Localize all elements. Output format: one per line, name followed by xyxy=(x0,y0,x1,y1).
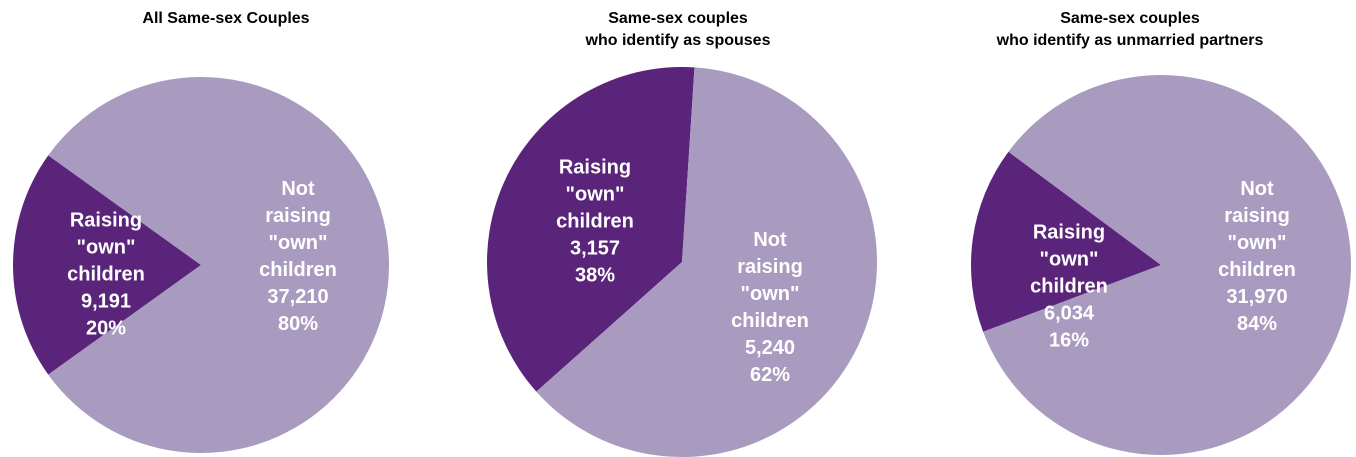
slice-label-raising: Raising "own" children 6,034 16% xyxy=(1030,220,1108,355)
slice-label-line: raising xyxy=(1224,205,1290,227)
pie-title-line: who identify as spouses xyxy=(585,32,771,49)
slice-label-line: Raising xyxy=(558,156,632,179)
slice-label-line: children xyxy=(731,310,809,332)
slice-label-line: Not xyxy=(281,178,315,200)
slice-label-line: "own" xyxy=(565,183,625,206)
slice-label-line: "own" xyxy=(740,283,800,305)
slice-value: 6,034 xyxy=(1043,302,1095,325)
slice-label-line: "own" xyxy=(268,232,328,254)
slice-label-line: children xyxy=(67,263,145,286)
slice-value: 31,970 xyxy=(1226,286,1288,308)
pie-slice-raising xyxy=(970,151,1161,332)
slice-label-line: "own" xyxy=(1039,248,1099,271)
slice-label-line: Not xyxy=(753,229,787,251)
slice-label-raising: Raising "own" children 3,157 38% xyxy=(556,155,634,290)
pie-chart xyxy=(487,66,878,457)
slice-percent: 80% xyxy=(277,313,319,335)
pie-title: Same-sex couples who identify as unmarri… xyxy=(904,8,1356,52)
pie-slice-raising xyxy=(13,155,202,375)
slice-label-not-raising: Not raising "own" children 5,240 62% xyxy=(731,227,809,389)
slice-percent: 62% xyxy=(749,364,791,386)
slice-value: 5,240 xyxy=(744,337,796,359)
slice-label-line: "own" xyxy=(1227,232,1287,254)
slice-label-line: Not xyxy=(1240,178,1274,200)
pie-slice-not-raising xyxy=(536,67,878,457)
slice-label-line: children xyxy=(1030,275,1108,298)
pie-chart xyxy=(13,77,390,454)
slice-percent: 16% xyxy=(1048,329,1090,352)
pie-title-line: All Same-sex Couples xyxy=(142,10,310,27)
pie-slice-raising xyxy=(487,66,695,392)
slice-label-line: Raising xyxy=(1032,221,1106,244)
pie-title-line: Same-sex couples xyxy=(608,10,748,27)
slice-label-raising: Raising "own" children 9,191 20% xyxy=(67,208,145,343)
pie-title: All Same-sex Couples xyxy=(0,8,452,30)
pie-chart xyxy=(970,75,1351,456)
pie-slice-not-raising xyxy=(48,77,390,454)
slice-label-not-raising: Not raising "own" children 37,210 80% xyxy=(259,176,337,338)
slice-label-line: Raising xyxy=(69,209,143,232)
slice-label-line: raising xyxy=(265,205,331,227)
slice-percent: 84% xyxy=(1236,313,1278,335)
pie-panel-spouses: Same-sex couples who identify as spouses… xyxy=(452,0,904,457)
slice-label-line: children xyxy=(556,210,634,233)
pie-title-line: who identify as unmarried partners xyxy=(996,32,1264,49)
slice-value: 37,210 xyxy=(267,286,329,308)
slice-percent: 20% xyxy=(85,317,127,340)
slice-label-line: children xyxy=(1218,259,1296,281)
slice-value: 3,157 xyxy=(569,237,621,260)
slice-label-not-raising: Not raising "own" children 31,970 84% xyxy=(1218,176,1296,338)
pie-title: Same-sex couples who identify as spouses xyxy=(452,8,904,52)
pie-panel-unmarried: Same-sex couples who identify as unmarri… xyxy=(904,0,1356,457)
slice-label-line: children xyxy=(259,259,337,281)
slice-value: 9,191 xyxy=(80,290,132,313)
pie-title-line: Same-sex couples xyxy=(1060,10,1200,27)
slice-percent: 38% xyxy=(574,264,616,287)
pie-slice-not-raising xyxy=(983,75,1351,456)
slice-label-line: "own" xyxy=(76,236,136,259)
slice-label-line: raising xyxy=(737,256,803,278)
pie-panel-all: All Same-sex Couples Raising "own" child… xyxy=(0,0,452,457)
